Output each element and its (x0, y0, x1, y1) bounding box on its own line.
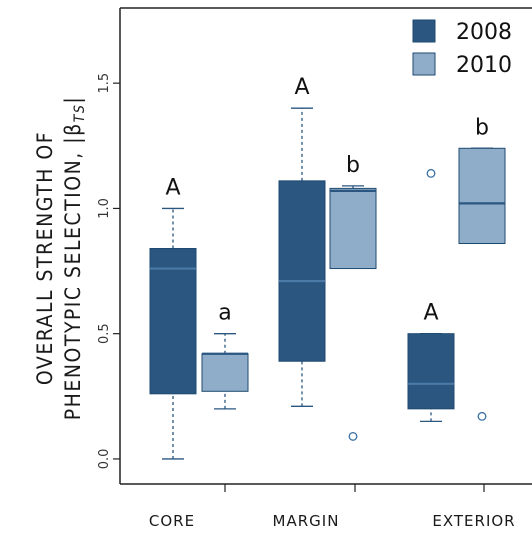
box-2008-margin (278, 107, 326, 407)
box-body (329, 187, 377, 270)
legend-label-2010: 2010 (456, 53, 512, 78)
significance-letter: A (165, 175, 180, 200)
plot-frame (119, 7, 532, 485)
x-tick-label: MARGIN (273, 512, 340, 530)
significance-letter: A (423, 301, 438, 326)
legend-swatch-2008 (412, 19, 436, 43)
y-tick-label: 0.5 (97, 323, 112, 344)
y-axis-title-line2: PHENOTYPIC SELECTION, |βTS| (61, 96, 88, 420)
significance-letters: A A Aa b b (165, 75, 489, 325)
box-series (149, 107, 506, 460)
y-axis-title-close: | (61, 96, 86, 104)
box-body (407, 333, 455, 410)
significance-letter: A (294, 75, 309, 100)
box-2010-core (201, 333, 249, 410)
legend-label-2008: 2008 (456, 20, 512, 45)
box-body (458, 147, 506, 244)
outlier-point (348, 431, 358, 441)
box-2008-core (149, 207, 197, 460)
y-axis-title-line2-text: PHENOTYPIC SELECTION, |β (61, 122, 86, 420)
significance-letter: a (218, 301, 231, 326)
y-axis: 0.0 0.5 1.0 1.5 (97, 73, 120, 469)
x-axis: CORE MARGIN EXTERIOR (149, 484, 515, 530)
y-tick-label: 0.0 (97, 449, 112, 470)
y-tick-label: 1.5 (97, 73, 112, 94)
box-body (201, 353, 249, 392)
box-body (278, 180, 326, 362)
y-axis-title-line1: OVERALL STRENGTH OF (33, 131, 57, 385)
legend: 2008 2010 (412, 19, 512, 78)
outlier-point (426, 168, 436, 178)
box-2010-exterior (458, 147, 506, 421)
box-2008-exterior (407, 168, 455, 423)
significance-letter: b (346, 153, 360, 178)
y-axis-title: OVERALL STRENGTH OF PHENOTYPIC SELECTION… (33, 96, 88, 420)
outlier-point (477, 411, 487, 421)
y-tick-label: 1.0 (97, 198, 112, 219)
x-tick-label: CORE (149, 512, 195, 530)
legend-swatch-2010 (412, 52, 436, 76)
x-tick-label: EXTERIOR (432, 512, 515, 530)
box-body (149, 248, 197, 395)
y-axis-title-subscript: TS (72, 104, 88, 123)
significance-letter: b (475, 115, 489, 140)
box-2010-margin (329, 185, 377, 441)
